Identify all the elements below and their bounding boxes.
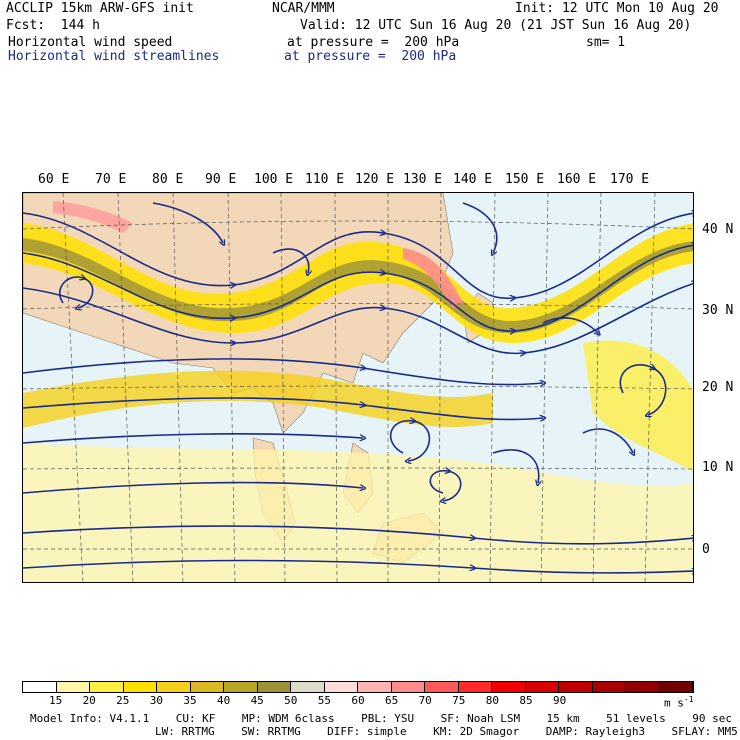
colorbar-swatch (123, 682, 157, 692)
longitude-label: 130 E (403, 172, 443, 187)
longitude-label: 110 E (305, 172, 345, 187)
longitude-label: 90 E (205, 172, 237, 187)
streamline (429, 471, 462, 501)
streamline (23, 397, 543, 420)
colorbar-swatch (492, 682, 526, 692)
map-title: ACCLIP 15km ARW-GFS init (6, 1, 194, 16)
longitude-label: 70 E (95, 172, 127, 187)
colorbar-unit: m s-1 (664, 695, 694, 710)
forecast-hour: Fcst: 144 h (6, 18, 100, 33)
streamline (23, 433, 363, 444)
streamline (582, 428, 633, 453)
colorbar-swatch (291, 682, 325, 692)
latitude-label: 0 (702, 542, 710, 557)
colorbar (22, 681, 694, 693)
colorbar-tick-label: 50 (284, 694, 298, 707)
streamline (23, 283, 693, 353)
colorbar-tick-label: 40 (216, 694, 231, 707)
colorbar-tick-label: 15 (48, 694, 63, 707)
colorbar-tick-label: 75 (452, 694, 466, 707)
longitude-label: 170 E (610, 172, 650, 187)
colorbar-swatch (358, 682, 392, 692)
streamline (389, 421, 431, 461)
anticyclone-band-east (583, 340, 693, 472)
streamline (272, 248, 309, 273)
colorbar-tick-label: 80 (485, 694, 500, 707)
streamline (542, 317, 598, 333)
streamline (462, 202, 498, 253)
colorbar-tick-label: 35 (183, 694, 197, 707)
field1-smoothing: sm= 1 (586, 35, 626, 50)
streamline (23, 525, 693, 545)
colorbar-swatch (525, 682, 559, 692)
wind-map-graphic (23, 193, 693, 582)
colorbar-tick-label: 55 (317, 694, 332, 707)
colorbar-tick-label: 30 (149, 694, 164, 707)
valid-time: Valid: 12 UTC Sun 16 Aug 20 (21 JST Sun … (300, 18, 692, 33)
jet-max-west (53, 201, 133, 233)
colorbar-tick-label: 90 (552, 694, 567, 707)
wind-map (22, 192, 694, 583)
init-time: Init: 12 UTC Mon 10 Aug 20 (515, 1, 719, 16)
model-info-line1: Model Info: V4.1.1 CU: KF MP: WDM 6class… (30, 712, 732, 725)
colorbar-swatch (626, 682, 660, 692)
tropical-band (23, 443, 693, 582)
colorbar-swatch (391, 682, 425, 692)
latitude-label: 20 N (702, 380, 734, 395)
longitude-label: 150 E (505, 172, 545, 187)
streamline (492, 449, 539, 483)
latitude-label: 30 N (702, 303, 734, 318)
longitude-label: 60 E (38, 172, 70, 187)
colorbar-swatch (425, 682, 459, 692)
longitude-label: 80 E (152, 172, 184, 187)
colorbar-tick-label: 85 (519, 694, 533, 707)
field1-level: at pressure = 200 hPa (287, 35, 460, 50)
colorbar-swatch (324, 682, 358, 692)
colorbar-tick-label: 60 (351, 694, 365, 707)
model-info-line2: LW: RRTMG SW: RRTMG DIFF: simple KM: 2D … (155, 725, 738, 738)
colorbar-tick-label: 65 (384, 694, 399, 707)
colorbar-swatch (592, 682, 626, 692)
colorbar-swatch (157, 682, 191, 692)
latitude-label: 10 N (702, 460, 734, 475)
field1-name: Horizontal wind speed (8, 35, 173, 50)
longitude-label: 160 E (557, 172, 597, 187)
colorbar-swatch (56, 682, 90, 692)
longitude-label: 120 E (355, 172, 395, 187)
streamline (619, 365, 667, 415)
field2-level: at pressure = 200 hPa (284, 49, 457, 64)
field2-name: Horizontal wind streamlines (8, 49, 220, 64)
colorbar-tick-label: 20 (82, 694, 96, 707)
colorbar-swatch (90, 682, 124, 692)
streamline (23, 481, 363, 494)
longitude-label: 100 E (254, 172, 294, 187)
latitude-label: 40 N (702, 222, 734, 237)
streamline (23, 358, 543, 385)
streamline (59, 277, 94, 308)
streamlines (23, 202, 693, 573)
colorbar-swatch (23, 682, 57, 692)
jet-core-north (23, 238, 693, 334)
organization-label: NCAR/MMM (272, 1, 335, 16)
colorbar-tick-label: 25 (116, 694, 130, 707)
streamline (23, 559, 693, 573)
streamline (152, 202, 223, 243)
colorbar-swatch (257, 682, 291, 692)
colorbar-swatch (559, 682, 593, 692)
colorbar-swatch (458, 682, 492, 692)
colorbar-swatch (659, 682, 693, 692)
colorbar-swatch (190, 682, 224, 692)
colorbar-tick-label: 45 (250, 694, 264, 707)
colorbar-swatch (224, 682, 258, 692)
colorbar-tick-label: 70 (418, 694, 432, 707)
longitude-label: 140 E (453, 172, 493, 187)
